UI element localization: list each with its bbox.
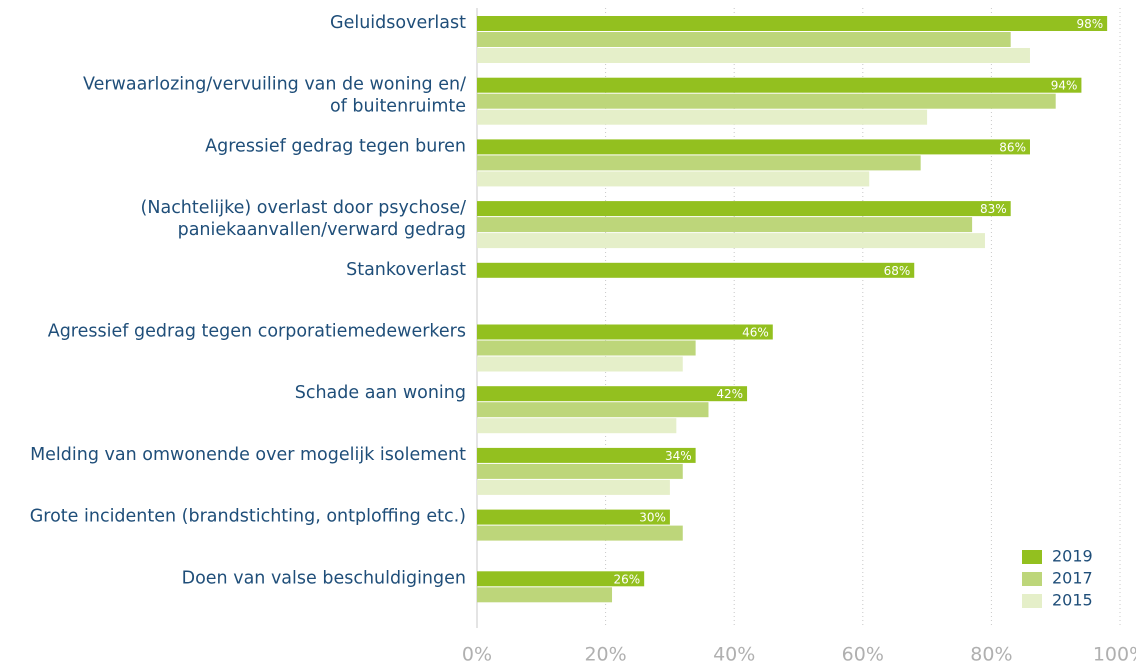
category-label: Doen van valse beschuldigingen (182, 568, 466, 588)
bar (477, 479, 670, 495)
category-label: Verwaarlozing/vervuiling van de woning e… (83, 75, 466, 117)
bar (477, 32, 1011, 47)
value-label: 30% (639, 511, 666, 525)
bar (477, 77, 1082, 93)
legend-label: 2017 (1052, 569, 1093, 588)
value-label: 34% (665, 449, 692, 463)
category-label: Stankoverlast (346, 260, 466, 280)
bar (477, 525, 683, 541)
value-label: 98% (1076, 17, 1103, 31)
bar (477, 233, 985, 249)
bar (477, 171, 870, 187)
bar (477, 48, 1030, 63)
bar (477, 571, 645, 587)
bar (477, 201, 1011, 217)
bar (477, 262, 915, 278)
x-tick-label: 60% (842, 644, 884, 666)
bar (477, 386, 748, 402)
category-label: Schade aan woning (295, 383, 466, 403)
bar (477, 463, 683, 479)
bar (477, 340, 696, 356)
value-label: 42% (716, 387, 743, 401)
bar (477, 402, 709, 418)
bar (477, 447, 696, 463)
bar (477, 509, 670, 525)
legend-swatch (1022, 550, 1042, 564)
category-label: Agressief gedrag tegen buren (205, 136, 466, 156)
value-label: 68% (884, 264, 911, 278)
bar (477, 418, 677, 434)
category-label: Geluidsoverlast (330, 13, 466, 33)
value-label: 83% (980, 202, 1007, 216)
x-tick-label: 100% (1093, 644, 1136, 666)
category-label: (Nachtelijke) overlast door psychose/pan… (141, 198, 467, 240)
bar (477, 139, 1030, 155)
value-label: 94% (1051, 79, 1078, 93)
x-tick-label: 20% (584, 644, 626, 666)
bar (477, 324, 773, 340)
bar (477, 217, 973, 233)
value-label: 46% (742, 326, 769, 340)
category-label: Agressief gedrag tegen corporatiemedewer… (48, 322, 466, 342)
bar (477, 587, 613, 603)
bar (477, 109, 928, 125)
legend-label: 2019 (1052, 547, 1093, 566)
value-label: 86% (999, 140, 1026, 154)
x-tick-label: 80% (970, 644, 1012, 666)
legend-swatch (1022, 572, 1042, 586)
category-label: Grote incidenten (brandstichting, ontplo… (30, 507, 466, 527)
legend-label: 2015 (1052, 591, 1093, 610)
bar (477, 16, 1108, 31)
bar (477, 155, 921, 171)
value-label: 26% (614, 572, 641, 586)
bar (477, 93, 1056, 109)
legend-swatch (1022, 594, 1042, 608)
category-label: Melding van omwonende over mogelijk isol… (30, 445, 466, 465)
x-tick-label: 0% (462, 644, 492, 666)
x-tick-label: 40% (713, 644, 755, 666)
bar (477, 356, 683, 372)
